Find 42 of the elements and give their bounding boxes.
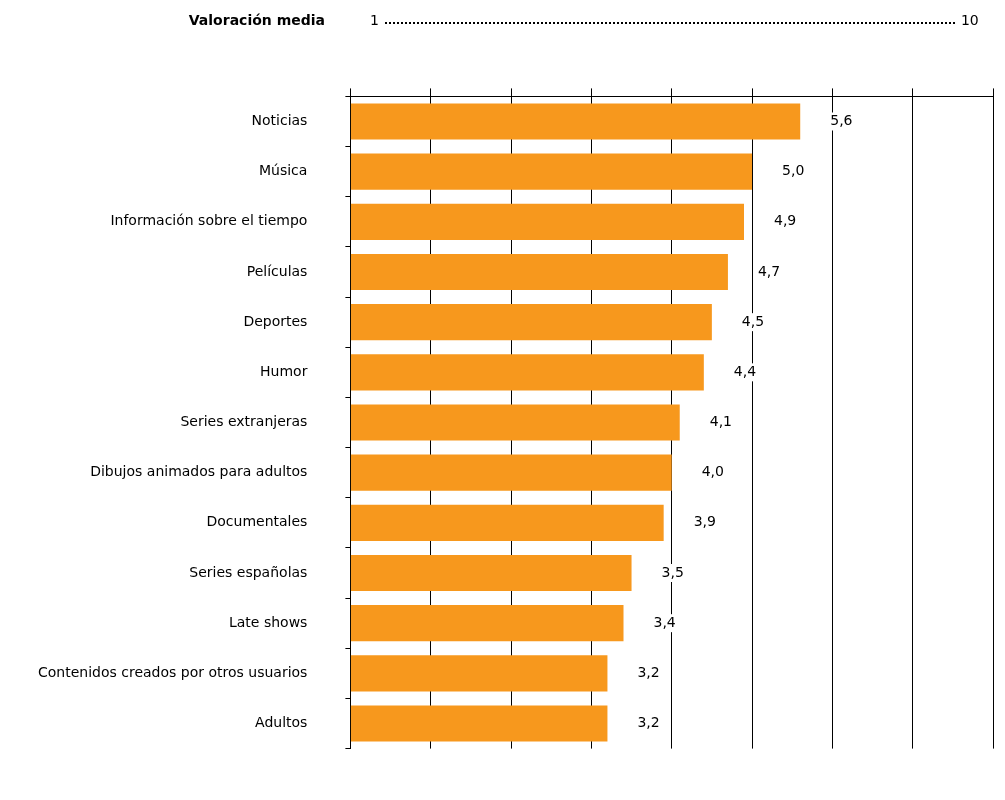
data-label: 4,7 (757, 262, 781, 279)
data-label: 3,2 (637, 663, 660, 680)
y-tick-label: Contenidos creados por otros usuarios (38, 663, 308, 680)
bar (350, 454, 672, 491)
y-tick-label: Dibujos animados para adultos (90, 463, 308, 480)
text: Valoración media (187, 12, 325, 28)
bar (350, 554, 632, 592)
bar (350, 253, 728, 291)
y-tick-label: Deportes (243, 312, 308, 329)
data-label: 5,6 (830, 112, 853, 129)
y-tick-label: Late shows (228, 613, 308, 630)
y-tick-label: Música (258, 162, 308, 179)
data-label: 4,4 (733, 362, 757, 379)
bar (350, 504, 664, 541)
bar (350, 153, 753, 190)
data-label: 5,0 (782, 162, 805, 179)
data-label: 4,9 (773, 212, 797, 229)
bar (350, 705, 608, 742)
y-tick-label: Adultos (255, 714, 308, 731)
bar (350, 655, 608, 692)
y-tick-label: Noticias (251, 112, 308, 129)
text: 1 (370, 12, 379, 28)
y-tick-label: Series españolas (189, 563, 308, 580)
y-tick-label: Humor (260, 362, 308, 379)
bar (350, 354, 704, 391)
data-label: 3,9 (693, 513, 716, 530)
y-tick-label: Información sobre el tiempo (110, 212, 308, 229)
data-label: 3,4 (653, 613, 676, 630)
data-label: 4,0 (701, 463, 724, 480)
bar (350, 605, 624, 642)
bar (350, 103, 801, 140)
data-label: 4,5 (741, 312, 765, 329)
y-tick-label: Películas (246, 262, 308, 279)
bar (350, 203, 744, 240)
data-label: 3,2 (637, 714, 660, 731)
bar (350, 404, 680, 441)
y-tick-label: Documentales (206, 513, 308, 530)
data-label: 4,1 (709, 413, 732, 430)
text: 10 (960, 12, 979, 28)
y-tick-label: Series extranjeras (180, 413, 308, 430)
data-label: 3,5 (661, 563, 684, 580)
bar (350, 304, 712, 341)
